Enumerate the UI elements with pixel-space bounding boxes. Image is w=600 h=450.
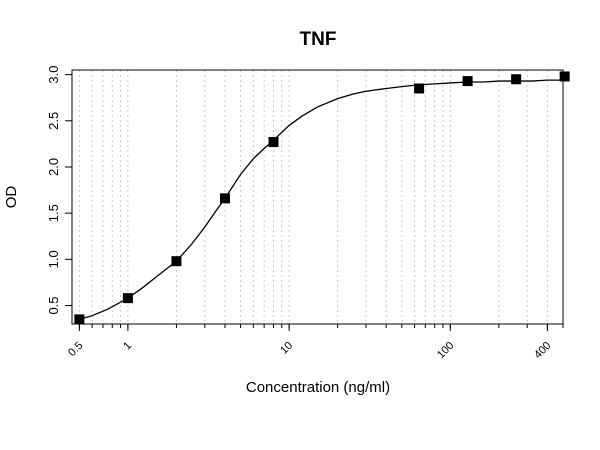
data-point bbox=[122, 293, 133, 304]
fit-curve bbox=[79, 79, 565, 321]
fit-curve-layer bbox=[79, 79, 565, 321]
y-tick-label: 1.5 bbox=[46, 204, 61, 222]
y-tick-label: 2.0 bbox=[46, 158, 61, 176]
x-tick-label: 1 bbox=[121, 340, 134, 353]
x-axis: 0.5 1 10 100 400 bbox=[66, 324, 564, 361]
x-tick-label: 0.5 bbox=[66, 340, 85, 359]
data-points bbox=[74, 71, 570, 325]
data-point bbox=[171, 256, 182, 267]
data-point bbox=[414, 83, 425, 94]
y-tick-label: 1.0 bbox=[46, 250, 61, 268]
chart-title: TNF bbox=[300, 29, 337, 50]
x-tick-label: 400 bbox=[532, 340, 553, 361]
data-point bbox=[559, 71, 570, 82]
y-axis-label: OD bbox=[3, 186, 20, 209]
x-tick-label: 10 bbox=[278, 340, 295, 357]
grid bbox=[78, 70, 564, 324]
y-axis: 0.5 1.0 1.5 2.0 2.5 3.0 bbox=[46, 66, 72, 315]
data-point bbox=[462, 76, 473, 87]
plot-frame bbox=[71, 69, 564, 325]
data-point bbox=[511, 74, 522, 85]
y-tick-label: 0.5 bbox=[46, 296, 61, 314]
data-point bbox=[268, 137, 279, 148]
y-tick-label: 2.5 bbox=[46, 112, 61, 130]
x-axis-label: Concentration (ng/ml) bbox=[246, 379, 390, 396]
data-point bbox=[74, 314, 85, 325]
data-point bbox=[219, 193, 230, 204]
y-tick-label: 3.0 bbox=[46, 66, 61, 84]
x-tick-label: 100 bbox=[435, 340, 456, 361]
